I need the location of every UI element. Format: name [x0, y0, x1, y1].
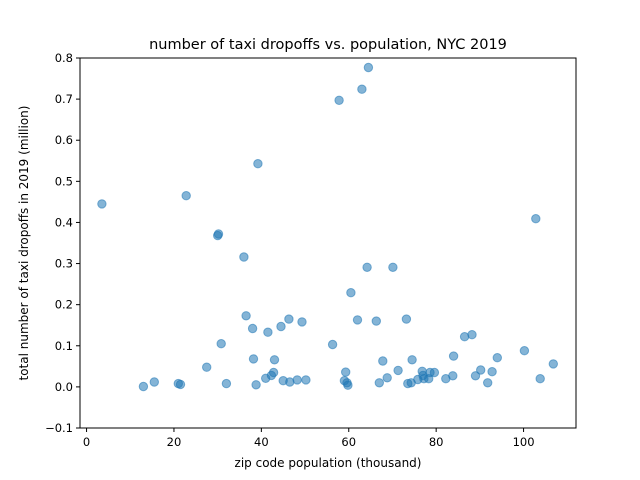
data-point [253, 159, 263, 169]
data-point [301, 375, 311, 385]
data-point [297, 317, 307, 327]
data-point [401, 314, 412, 324]
data-point [548, 359, 558, 369]
data-point [138, 381, 149, 392]
plot-frame [79, 57, 577, 429]
data-point [535, 374, 545, 384]
data-point [519, 346, 530, 356]
data-point [492, 353, 502, 363]
data-point [371, 316, 381, 326]
x-tick-label: 20 [167, 435, 182, 449]
data-point [407, 355, 417, 365]
data-point [483, 378, 493, 388]
data-point [241, 311, 251, 321]
data-point [268, 367, 279, 378]
data-point [382, 373, 392, 383]
data-point [247, 323, 258, 334]
y-axis-ticks: −0.1 0.0 0.1 0.2 0.3 0.4 0.5 0.6 0.7 0.8 [45, 51, 80, 435]
data-point [181, 191, 191, 201]
data-point [292, 375, 302, 385]
data-point [346, 288, 356, 298]
data-point [448, 351, 459, 361]
data-point [251, 380, 261, 390]
data-point [448, 371, 458, 381]
y-tick-label: 0.7 [55, 92, 73, 106]
y-tick-label: 0.1 [55, 339, 73, 353]
data-point [429, 367, 440, 378]
data-point [378, 356, 388, 366]
data-point [269, 355, 280, 365]
data-point [97, 199, 107, 209]
y-tick-label: 0.0 [55, 380, 73, 394]
y-tick-label: 0.2 [55, 298, 73, 312]
data-point [343, 380, 353, 390]
x-tick-label: 0 [83, 435, 90, 449]
data-point [263, 327, 273, 337]
chart-title: number of taxi dropoffs vs. population, … [149, 37, 507, 53]
y-tick-label: 0.5 [55, 174, 73, 188]
y-tick-label: 0.6 [55, 133, 73, 147]
data-point [149, 377, 160, 387]
data-point [531, 214, 541, 224]
data-point [357, 84, 367, 94]
x-axis-label: zip code population (thousand) [235, 456, 422, 470]
data-point [221, 378, 232, 389]
x-axis-ticks: 0 20 40 60 80 100 [83, 428, 535, 449]
data-point [216, 339, 226, 349]
x-tick-label: 80 [429, 435, 444, 449]
data-point [213, 229, 224, 239]
data-point [487, 367, 497, 377]
data-point [248, 354, 259, 364]
y-tick-label: 0.4 [55, 215, 73, 229]
data-point [363, 62, 374, 73]
y-tick-label: 0.8 [55, 51, 73, 65]
data-point [327, 339, 338, 350]
data-point [476, 365, 486, 375]
data-point [467, 330, 477, 340]
y-tick-label: 0.3 [55, 257, 73, 271]
data-point [374, 378, 384, 388]
data-point [341, 367, 351, 377]
data-point [334, 95, 344, 106]
x-tick-label: 100 [513, 435, 535, 449]
data-point [276, 321, 286, 332]
x-tick-label: 40 [254, 435, 269, 449]
data-point [352, 315, 363, 325]
data-point [202, 362, 212, 372]
data-points [97, 62, 558, 392]
data-point [284, 314, 294, 324]
x-tick-label: 60 [341, 435, 356, 449]
data-point [239, 252, 249, 262]
data-point [175, 379, 186, 390]
data-point [362, 262, 372, 272]
y-tick-label: −0.1 [45, 421, 73, 435]
data-point [470, 371, 481, 381]
y-axis-label: total number of taxi dropoffs in 2019 (m… [17, 106, 31, 381]
data-point [393, 365, 403, 376]
data-point [388, 262, 398, 272]
